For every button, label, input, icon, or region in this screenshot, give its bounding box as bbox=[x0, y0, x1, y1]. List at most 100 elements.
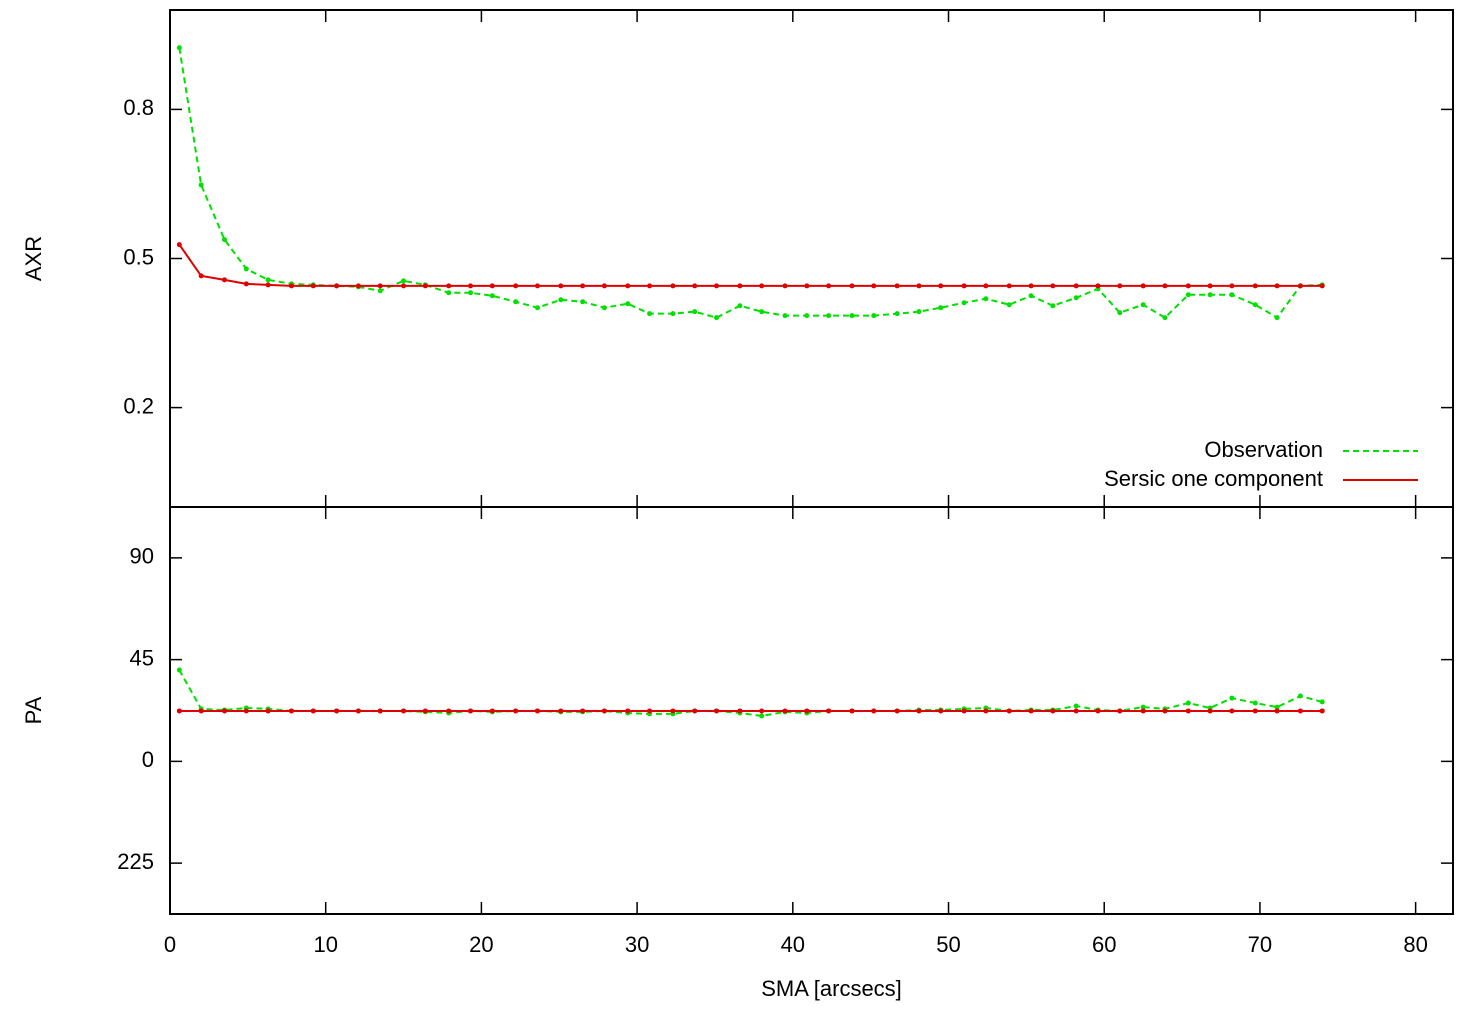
data-point bbox=[1252, 700, 1258, 706]
data-point bbox=[1252, 283, 1258, 289]
data-point bbox=[1140, 704, 1146, 710]
data-point bbox=[1185, 700, 1191, 706]
plot-frame bbox=[169, 9, 1454, 508]
data-point bbox=[1050, 303, 1056, 309]
series-line bbox=[178, 669, 1323, 717]
data-point bbox=[670, 311, 676, 317]
data-point bbox=[938, 283, 944, 289]
data-point bbox=[647, 283, 653, 289]
data-point bbox=[894, 283, 900, 289]
data-point bbox=[1162, 283, 1168, 289]
x-tick-label: 0 bbox=[164, 932, 176, 957]
data-point bbox=[871, 313, 877, 319]
data-point bbox=[849, 283, 855, 289]
data-point bbox=[377, 283, 383, 289]
data-point bbox=[1140, 283, 1146, 289]
data-point bbox=[288, 708, 294, 714]
data-point bbox=[1140, 302, 1146, 308]
data-point bbox=[580, 299, 586, 305]
data-point bbox=[334, 708, 340, 714]
data-point bbox=[265, 277, 271, 283]
data-point bbox=[1095, 283, 1101, 289]
data-point bbox=[714, 283, 720, 289]
data-point bbox=[737, 708, 743, 714]
x-axis-label: SMA [arcsecs] bbox=[761, 976, 902, 1001]
data-point bbox=[1252, 708, 1258, 714]
data-point bbox=[670, 708, 676, 714]
data-point bbox=[334, 283, 340, 289]
data-point bbox=[692, 708, 698, 714]
data-point bbox=[894, 311, 900, 317]
data-point bbox=[782, 708, 788, 714]
data-point bbox=[759, 708, 765, 714]
y-tick-label: 90 bbox=[130, 544, 154, 569]
data-point bbox=[601, 283, 607, 289]
data-point bbox=[1274, 315, 1280, 321]
data-point bbox=[1207, 708, 1213, 714]
data-point bbox=[176, 242, 182, 248]
data-point bbox=[916, 309, 922, 315]
data-point bbox=[826, 708, 832, 714]
data-point bbox=[243, 266, 249, 272]
data-point bbox=[580, 708, 586, 714]
data-point bbox=[1229, 708, 1235, 714]
data-point bbox=[1207, 283, 1213, 289]
x-tick-label: 30 bbox=[625, 932, 649, 957]
data-point bbox=[782, 283, 788, 289]
y-axis-label: PA bbox=[21, 696, 46, 724]
data-point bbox=[1117, 283, 1123, 289]
data-point bbox=[310, 283, 316, 289]
data-point bbox=[804, 283, 810, 289]
data-point bbox=[938, 305, 944, 311]
data-point bbox=[1319, 283, 1325, 289]
data-point bbox=[288, 283, 294, 289]
data-point bbox=[983, 296, 989, 302]
data-point bbox=[176, 708, 182, 714]
data-point bbox=[1117, 310, 1123, 316]
data-point bbox=[1185, 708, 1191, 714]
data-point bbox=[1229, 292, 1235, 298]
data-point bbox=[558, 283, 564, 289]
y-tick-label: 0.5 bbox=[123, 244, 154, 269]
data-point bbox=[759, 283, 765, 289]
legend-label: Observation bbox=[1204, 437, 1323, 462]
data-point bbox=[534, 708, 540, 714]
data-point bbox=[243, 281, 249, 287]
series-line bbox=[178, 47, 1323, 319]
data-point bbox=[1050, 708, 1056, 714]
data-point bbox=[534, 283, 540, 289]
data-point bbox=[176, 667, 182, 673]
data-point bbox=[534, 305, 540, 311]
data-point bbox=[1319, 699, 1325, 705]
data-point bbox=[849, 708, 855, 714]
data-point bbox=[894, 708, 900, 714]
data-point bbox=[1162, 708, 1168, 714]
data-point bbox=[625, 708, 631, 714]
data-point bbox=[1073, 295, 1079, 301]
data-point bbox=[1297, 693, 1303, 699]
data-point bbox=[468, 290, 474, 296]
x-tick-label: 60 bbox=[1092, 932, 1116, 957]
data-point bbox=[401, 708, 407, 714]
data-point bbox=[422, 283, 428, 289]
data-point bbox=[355, 283, 361, 289]
data-point bbox=[737, 303, 743, 309]
data-point bbox=[1274, 704, 1280, 710]
data-point bbox=[983, 708, 989, 714]
data-point bbox=[1274, 708, 1280, 714]
data-point bbox=[422, 708, 428, 714]
data-point bbox=[692, 283, 698, 289]
data-point bbox=[826, 283, 832, 289]
data-point bbox=[198, 708, 204, 714]
y-tick-label: 0.2 bbox=[123, 393, 154, 418]
data-point bbox=[446, 290, 452, 296]
data-point bbox=[1006, 708, 1012, 714]
data-point bbox=[1073, 708, 1079, 714]
data-point bbox=[221, 237, 227, 243]
x-tick-label: 40 bbox=[781, 932, 805, 957]
data-point bbox=[601, 708, 607, 714]
data-point bbox=[759, 713, 765, 719]
data-point bbox=[1028, 708, 1034, 714]
data-point bbox=[601, 305, 607, 311]
